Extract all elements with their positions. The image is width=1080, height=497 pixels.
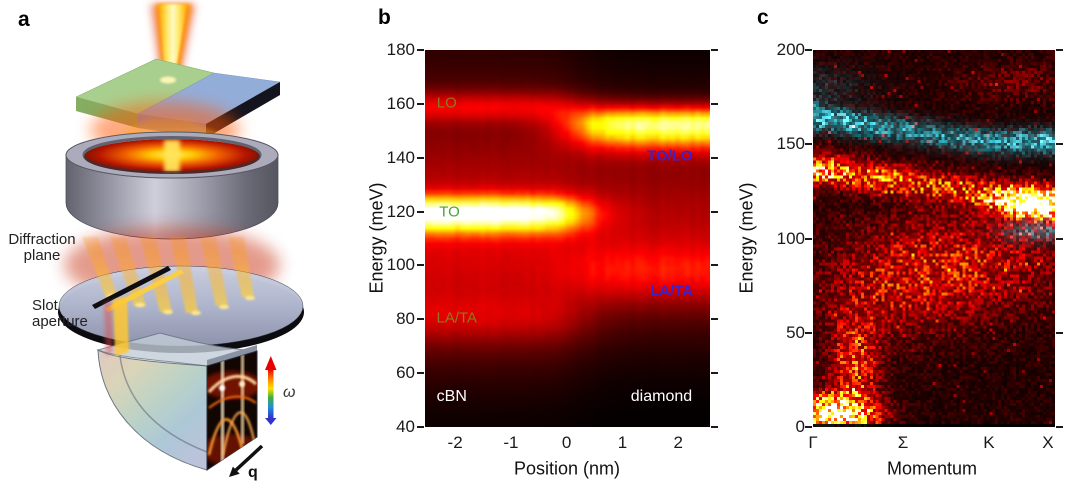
b-ytick-dash-left [417,426,424,428]
panel-b-xlabel: Position (nm) [513,458,621,479]
omega-label: ω [283,384,295,401]
b-ytick-dash-left [417,210,424,213]
c-ytick-dash-left [805,426,812,428]
q-arrow-icon [229,444,264,477]
b-ytick-120: 120 [386,201,415,221]
b-ytick-dash-right [711,426,718,428]
b-ytick-60: 60 [396,363,415,383]
panel-b-label: b [378,6,391,29]
c-ytick-100: 100 [776,228,805,248]
omega-colorbar [265,356,277,425]
c-xtick-X: X [1042,433,1054,452]
b-ytick-dash-right [711,264,718,267]
c-ytick-dash-right [1056,49,1063,51]
b-ytick-dash-left [417,49,424,51]
c-ytick-50: 50 [786,322,805,342]
b-ytick-180: 180 [386,40,415,59]
b-ytick-dash-left [417,318,424,321]
diffracted-beams-icon [82,237,254,313]
c-xtick-Σ: Σ [897,433,909,452]
panel-c-ylabel: Energy (meV) [736,182,757,294]
slot-transmitted-beam [113,296,129,356]
diffraction-plane-label-line2: plane [24,247,61,264]
panel-c-xlabel: Momentum [886,458,978,479]
b-xtick-1: 1 [617,433,628,452]
c-ytick-dash-right [1056,331,1063,334]
b-ytick-dash-left [417,264,424,267]
c-ytick-dash-left [805,49,812,51]
b-xtick--1: -1 [503,433,519,452]
c-ytick-dash-right [1056,143,1063,146]
c-ytick-dash-left [805,237,812,240]
b-xtick-0: 0 [561,433,572,452]
b-annotation-tolo: TO/LO [647,147,693,165]
objective-lens-icon [65,131,279,240]
panel-b-ylabel: Energy (meV) [366,182,387,294]
b-ytick-dash-left [417,372,424,375]
c-xtick-K: K [983,433,995,452]
slot-aperture-label-line1: Slot [32,297,59,314]
b-xtick--2: -2 [447,433,463,452]
heatmap-energy-vs-momentum [813,50,1055,427]
b-ytick-140: 140 [386,147,415,167]
c-ytick-dash-left [805,331,812,334]
b-annotation-cbn: cBN [436,388,467,406]
slot-aperture-label-line2: aperture [32,313,88,330]
c-xtick-Γ: Γ [808,433,818,452]
b-annotation-to: TO [439,203,460,221]
b-ytick-100: 100 [386,255,415,275]
omega-q-spectrum-face [206,345,258,471]
b-annotation-lo: LO [436,94,457,112]
panel-a-label: a [18,8,30,31]
c-ytick-dash-left [805,143,812,146]
b-ytick-dash-right [711,49,718,51]
c-ytick-0: 0 [795,417,805,436]
b-xtick-2: 2 [673,433,683,452]
b-ytick-dash-left [417,102,424,105]
b-ytick-dash-right [711,156,718,159]
b-ytick-dash-right [711,318,718,321]
c-ytick-dash-right [1056,237,1063,240]
panel-c-label: c [757,6,769,29]
b-ytick-160: 160 [386,93,415,113]
b-annotation-diamond: diamond [630,388,693,406]
b-annotation-lata: LA/TA [649,282,694,300]
q-label: q [248,464,258,481]
b-ytick-80: 80 [396,309,415,329]
b-annotation-lata: LA/TA [436,309,478,327]
diffraction-plane-label-line1: Diffraction [8,231,75,248]
panel-a-illustration: ω q Diffraction plane Slot aperture [8,4,304,481]
b-ytick-dash-left [417,156,424,159]
c-ytick-150: 150 [776,134,805,154]
heatmap-energy-vs-position [425,50,710,427]
c-ytick-200: 200 [776,40,805,59]
b-ytick-dash-right [711,102,718,105]
slot-beam-red-fringe [104,301,113,355]
c-ytick-dash-right [1056,426,1063,428]
b-ytick-dash-right [711,372,718,375]
b-ytick-dash-right [711,210,718,213]
slot-aperture-icon [92,266,171,309]
b-ytick-40: 40 [396,417,415,436]
